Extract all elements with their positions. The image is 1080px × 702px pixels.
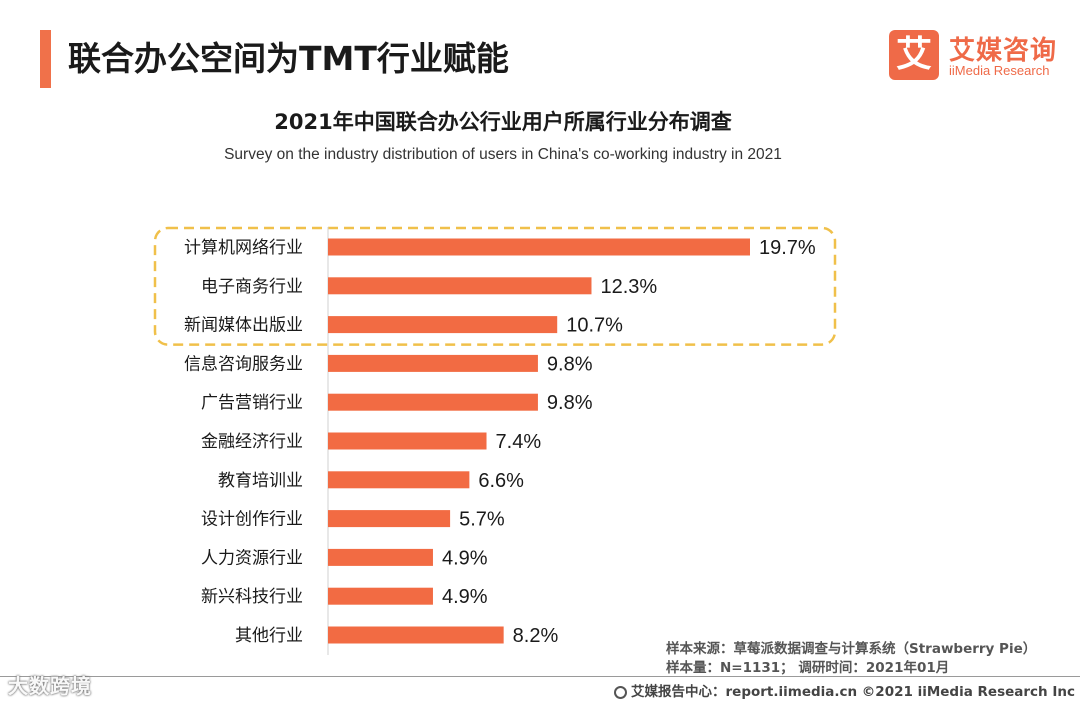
data-label: 9.8%	[547, 392, 593, 414]
title-accent-bar	[40, 30, 51, 88]
logo-mark-icon: 艾	[889, 30, 939, 80]
report-center-text: 艾媒报告中心：report.iimedia.cn ©2021 iiMedia R…	[631, 684, 1075, 700]
category-label: 金融经济行业	[201, 432, 303, 452]
category-label: 新兴科技行业	[201, 587, 303, 607]
footer-credit: 艾媒报告中心：report.iimedia.cn ©2021 iiMedia R…	[614, 680, 1075, 700]
source-notes: 样本来源：草莓派数据调查与计算系统（Strawberry Pie） 样本量：N=…	[666, 640, 1036, 678]
highlight-box	[153, 226, 837, 346]
category-label: 设计创作行业	[201, 510, 303, 530]
data-label: 10.7%	[566, 315, 623, 337]
logo-name-en: iiMedia Research	[949, 63, 1050, 78]
chart-title: 2021年中国联合办公行业用户所属行业分布调查	[274, 110, 732, 134]
bar	[328, 471, 470, 489]
watermark: 大数跨境	[8, 674, 92, 698]
data-label: 4.9%	[442, 586, 488, 608]
bar	[328, 238, 750, 256]
sample-source: 样本来源：草莓派数据调查与计算系统（Strawberry Pie）	[666, 641, 1037, 657]
logo-name-cn: 艾媒咨询	[949, 36, 1058, 66]
bar	[328, 626, 504, 644]
page-title: 联合办公空间为TMT行业赋能	[68, 39, 509, 78]
data-label: 19.7%	[759, 237, 816, 259]
category-label: 新闻媒体出版业	[184, 316, 303, 336]
data-label: 5.7%	[459, 509, 505, 531]
data-label: 12.3%	[600, 276, 657, 298]
footer-divider	[0, 676, 1080, 677]
bar	[328, 316, 558, 334]
data-label: 7.4%	[496, 431, 542, 453]
data-label: 9.8%	[547, 353, 593, 375]
category-label: 广告营销行业	[201, 393, 303, 413]
chart-subtitle: Survey on the industry distribution of u…	[224, 146, 782, 163]
bar	[328, 432, 487, 450]
globe-icon	[614, 686, 627, 699]
sample-size: 样本量：N=1131； 调研时间：2021年01月	[666, 660, 950, 676]
category-label: 信息咨询服务业	[184, 354, 303, 374]
company-logo: 艾 艾媒咨询 iiMedia Research	[889, 30, 1069, 84]
category-label: 其他行业	[235, 626, 303, 646]
data-label: 4.9%	[442, 547, 488, 569]
category-label: 教育培训业	[218, 471, 303, 491]
category-label: 计算机网络行业	[184, 238, 303, 258]
bar	[328, 354, 538, 372]
category-label: 人力资源行业	[201, 548, 303, 568]
category-label: 电子商务行业	[201, 277, 303, 297]
bar	[328, 510, 451, 528]
data-label: 8.2%	[513, 625, 559, 647]
bar	[328, 393, 538, 411]
bar	[328, 587, 433, 605]
bar	[328, 548, 433, 566]
bar	[328, 277, 592, 295]
data-label: 6.6%	[478, 470, 524, 492]
